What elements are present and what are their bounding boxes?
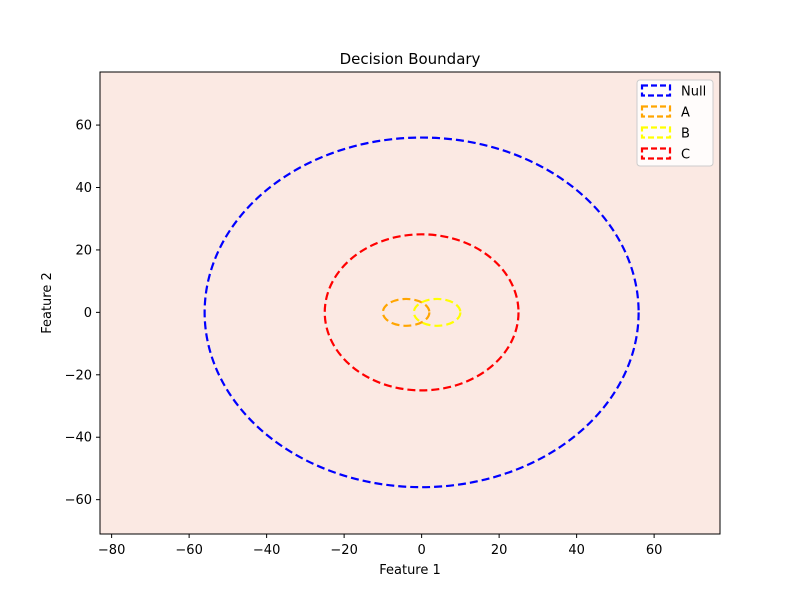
x-tick-label: 60 [646,543,663,558]
legend-label-null: Null [681,85,706,100]
series-b-boundary [412,297,462,327]
series-null-boundary [203,136,640,489]
x-tick-label: −60 [175,543,202,558]
legend-box [636,79,714,167]
x-axis-label: Feature 1 [379,563,441,578]
y-tick-label: −20 [65,368,92,383]
y-tick-label: −40 [65,431,92,446]
legend: Null ABC [636,79,714,167]
legend-label-a: A [681,106,690,121]
legend-swatch-c [640,147,672,160]
y-tick-label: 40 [75,181,92,196]
legend-label-c: C [681,148,690,163]
plot-area [100,72,720,534]
y-axis: −60 −40 −20 0 20 40 60 [65,119,100,508]
series-layer [203,136,640,489]
x-tick-label: 40 [568,543,585,558]
x-tick-label: 0 [417,543,425,558]
y-tick-label: −60 [65,493,92,508]
y-axis-label: Feature 2 [40,272,55,334]
y-tick-label: 0 [84,306,92,321]
x-tick-label: −40 [253,543,280,558]
plot-frame [99,71,721,535]
series-a-boundary [381,297,431,327]
legend-swatch-a [640,105,672,118]
chart-title: Decision Boundary [340,50,481,68]
legend-swatch-null [640,84,672,97]
legend-swatch-b [640,126,672,139]
legend-label-b: B [681,127,690,142]
y-tick-label: 20 [75,243,92,258]
series-c-boundary [323,233,520,392]
x-tick-label: −80 [98,543,125,558]
x-axis: −80 −60 −40 −20 0 20 40 60 [98,534,662,558]
x-tick-label: −20 [330,543,357,558]
y-tick-label: 60 [75,119,92,134]
x-tick-label: 20 [491,543,508,558]
